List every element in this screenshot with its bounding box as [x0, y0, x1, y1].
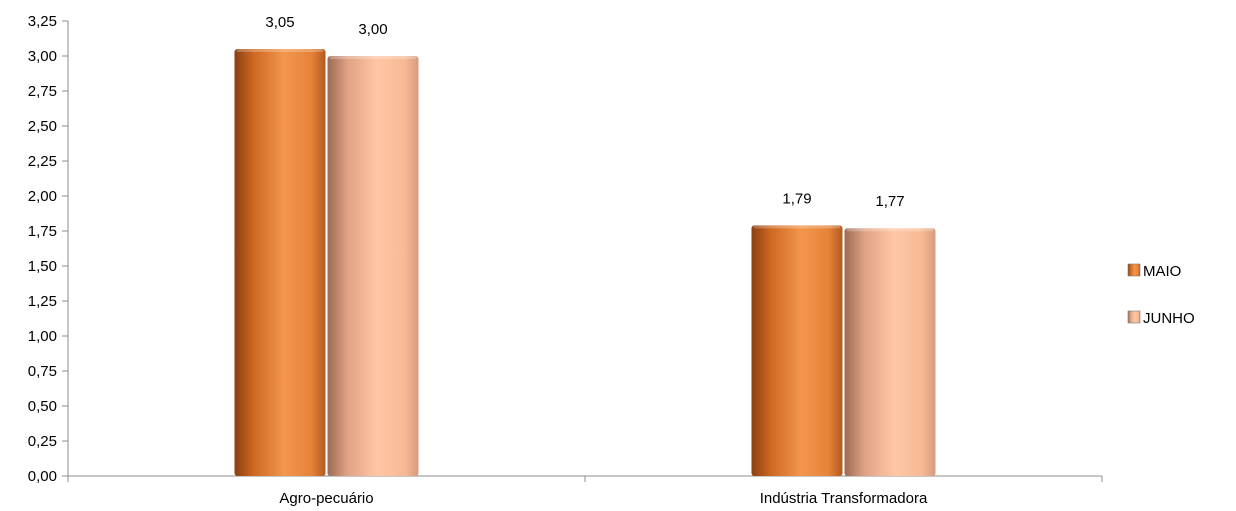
y-tick-label: 3,25 [28, 13, 57, 30]
y-tick-label: 0,25 [28, 433, 57, 450]
y-tick-label: 2,75 [28, 83, 57, 100]
y-tick-label: 1,75 [28, 223, 57, 240]
bar-top-highlight [237, 49, 324, 52]
data-label: 3,05 [265, 14, 294, 31]
x-category-label: Agro-pecuário [279, 490, 373, 507]
y-tick-label: 0,50 [28, 398, 57, 415]
x-axis: Agro-pecuário Indústria Transformadora [68, 476, 1102, 507]
data-label: 1,79 [782, 190, 811, 207]
bar-top-highlight [847, 228, 934, 231]
y-tick-label: 2,50 [28, 118, 57, 135]
y-axis: 0,00 0,25 0,50 0,75 1,00 1,25 1,50 1,75 2,00 2,25… [28, 13, 68, 485]
bar-maio [235, 49, 326, 476]
bar-junho [845, 228, 936, 476]
bars [235, 49, 936, 476]
y-tick-label: 1,25 [28, 293, 57, 310]
y-tick-label: 1,50 [28, 258, 57, 275]
legend-swatch-maio [1128, 264, 1140, 276]
bar-top-highlight [754, 225, 841, 228]
y-tick-label: 0,00 [28, 468, 57, 485]
x-category-label: Indústria Transformadora [760, 490, 928, 507]
y-tick-label: 1,00 [28, 328, 57, 345]
y-tick-label: 2,00 [28, 188, 57, 205]
y-tick-label: 2,25 [28, 153, 57, 170]
data-label: 1,77 [875, 193, 904, 210]
data-label: 3,00 [358, 21, 387, 38]
legend: MAIO JUNHO [1128, 263, 1195, 327]
bar-maio [752, 225, 843, 476]
legend-swatch-junho [1128, 311, 1140, 323]
y-tick-label: 0,75 [28, 363, 57, 380]
bar-junho [328, 56, 419, 476]
bar-top-highlight [330, 56, 417, 59]
legend-label-maio: MAIO [1143, 263, 1181, 280]
legend-label-junho: JUNHO [1143, 310, 1195, 327]
y-tick-label: 3,00 [28, 48, 57, 65]
